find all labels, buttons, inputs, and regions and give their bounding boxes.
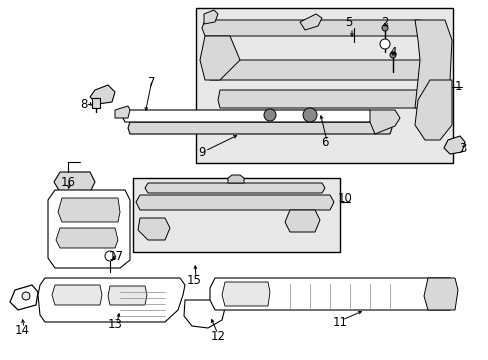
Polygon shape bbox=[299, 14, 321, 30]
Polygon shape bbox=[222, 282, 269, 306]
Polygon shape bbox=[122, 110, 371, 122]
Polygon shape bbox=[90, 85, 115, 104]
Bar bbox=[196, 8, 452, 163]
Text: 6: 6 bbox=[321, 136, 328, 149]
Polygon shape bbox=[443, 136, 464, 154]
Circle shape bbox=[381, 25, 387, 31]
Text: 13: 13 bbox=[107, 319, 122, 332]
Circle shape bbox=[379, 39, 389, 49]
Polygon shape bbox=[128, 122, 391, 134]
Text: 14: 14 bbox=[15, 324, 29, 337]
Bar bbox=[133, 178, 339, 252]
Polygon shape bbox=[423, 278, 457, 310]
Polygon shape bbox=[414, 20, 451, 108]
Text: 15: 15 bbox=[186, 274, 201, 287]
Polygon shape bbox=[38, 278, 184, 322]
Polygon shape bbox=[54, 172, 95, 192]
Polygon shape bbox=[209, 278, 454, 310]
Text: 17: 17 bbox=[108, 249, 123, 262]
Polygon shape bbox=[145, 183, 325, 193]
Text: 9: 9 bbox=[198, 147, 205, 159]
Polygon shape bbox=[369, 110, 399, 134]
Circle shape bbox=[22, 292, 30, 300]
Text: 2: 2 bbox=[381, 15, 388, 28]
Circle shape bbox=[389, 52, 395, 58]
Text: 10: 10 bbox=[337, 192, 352, 204]
Polygon shape bbox=[52, 285, 102, 305]
Text: 7: 7 bbox=[148, 76, 156, 89]
Text: 1: 1 bbox=[453, 81, 461, 94]
Polygon shape bbox=[136, 195, 333, 210]
Polygon shape bbox=[115, 106, 130, 118]
Polygon shape bbox=[138, 218, 170, 240]
Polygon shape bbox=[203, 10, 218, 24]
Circle shape bbox=[264, 109, 275, 121]
Polygon shape bbox=[207, 60, 441, 80]
Polygon shape bbox=[202, 20, 421, 36]
Polygon shape bbox=[218, 90, 436, 108]
Polygon shape bbox=[227, 175, 244, 183]
Text: 4: 4 bbox=[388, 45, 396, 58]
Text: 5: 5 bbox=[345, 15, 352, 28]
Circle shape bbox=[303, 108, 316, 122]
Polygon shape bbox=[10, 285, 38, 310]
Polygon shape bbox=[48, 190, 130, 268]
Text: 11: 11 bbox=[332, 315, 347, 328]
Text: 12: 12 bbox=[210, 329, 225, 342]
Polygon shape bbox=[183, 300, 224, 328]
Text: 8: 8 bbox=[80, 98, 87, 111]
Text: 16: 16 bbox=[61, 175, 75, 189]
Polygon shape bbox=[92, 98, 100, 108]
Polygon shape bbox=[285, 210, 319, 232]
Polygon shape bbox=[414, 80, 451, 140]
Polygon shape bbox=[58, 198, 120, 222]
Circle shape bbox=[105, 251, 115, 261]
Text: 3: 3 bbox=[458, 141, 466, 154]
Polygon shape bbox=[200, 36, 240, 80]
Polygon shape bbox=[108, 286, 147, 305]
Polygon shape bbox=[56, 228, 118, 248]
